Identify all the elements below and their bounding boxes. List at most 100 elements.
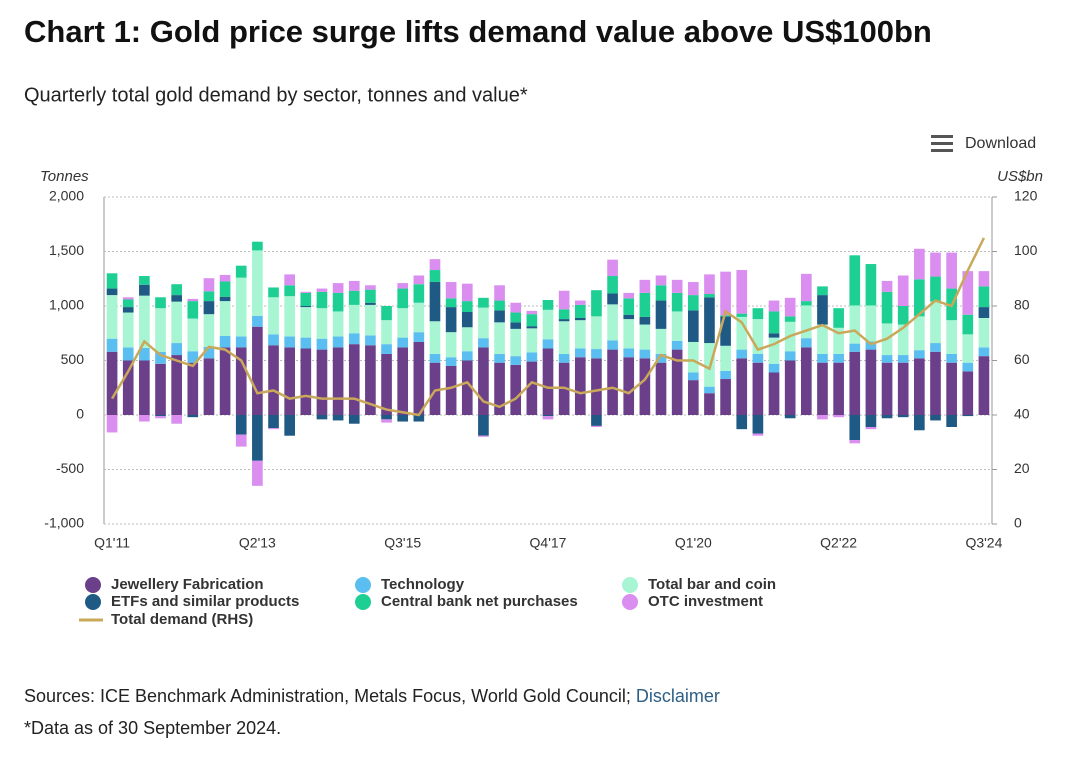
legend-label: ETFs and similar products bbox=[111, 593, 299, 610]
bar-segment bbox=[445, 282, 457, 299]
legend-swatch bbox=[85, 594, 101, 610]
bar-segment bbox=[574, 317, 586, 321]
x-tick-label: Q2'13 bbox=[239, 535, 276, 551]
bar-segment bbox=[187, 351, 199, 363]
y-tick-label: 0 bbox=[76, 406, 84, 422]
chart-title: Chart 1: Gold price surge lifts demand v… bbox=[24, 14, 932, 49]
bar-segment bbox=[720, 345, 731, 371]
bar-segment bbox=[591, 415, 602, 426]
bar-segment bbox=[106, 351, 118, 415]
sources-text: Sources: ICE Benchmark Administration, M… bbox=[24, 686, 631, 706]
bar-segment bbox=[300, 348, 312, 415]
bar-segment bbox=[365, 304, 376, 336]
bar-segment bbox=[962, 314, 974, 335]
bar-segment bbox=[881, 280, 893, 292]
bar-segment bbox=[849, 343, 861, 352]
bar-segment bbox=[203, 291, 215, 302]
bar-segment bbox=[300, 306, 312, 308]
bar-segment bbox=[381, 353, 392, 415]
bar-segment bbox=[284, 336, 296, 348]
y-tick-label: -500 bbox=[56, 460, 84, 476]
bar-segment bbox=[284, 285, 296, 297]
bar-segment bbox=[445, 357, 457, 366]
bar-segment bbox=[542, 348, 554, 415]
bar-segment bbox=[914, 358, 925, 415]
download-label[interactable]: Download bbox=[965, 135, 1036, 152]
bar-segment bbox=[768, 337, 780, 364]
bar-segment bbox=[300, 307, 312, 338]
bar-segment bbox=[413, 275, 425, 285]
total-line bbox=[110, 237, 986, 417]
bar-segment bbox=[736, 349, 748, 359]
bar-segment bbox=[558, 321, 570, 354]
y2-tick-label: 80 bbox=[1014, 297, 1030, 313]
bar-segment bbox=[736, 316, 748, 350]
bar-segment bbox=[235, 336, 247, 348]
legend-swatch bbox=[622, 577, 638, 593]
bar-segment bbox=[203, 314, 215, 347]
bar-segment bbox=[365, 345, 376, 415]
bar-segment bbox=[978, 317, 990, 348]
bar-segment bbox=[316, 288, 328, 292]
bar-segment bbox=[655, 285, 667, 301]
bar-segment bbox=[413, 302, 425, 333]
bar-segment bbox=[252, 415, 263, 461]
bar-segment bbox=[623, 348, 635, 358]
y2-tick-label: 20 bbox=[1014, 460, 1030, 476]
bar-segment bbox=[865, 341, 877, 350]
bar-segment bbox=[591, 349, 602, 359]
bar-segment bbox=[478, 297, 489, 308]
y-tick-label: -1,000 bbox=[44, 515, 84, 531]
bar-segment bbox=[478, 307, 489, 339]
bar-segment bbox=[558, 309, 570, 320]
bar-segment bbox=[478, 435, 489, 437]
disclaimer-link[interactable]: Disclaimer bbox=[636, 686, 720, 706]
bar-segment bbox=[655, 275, 667, 286]
bar-segment bbox=[445, 298, 457, 308]
bar-segment bbox=[494, 362, 505, 415]
bar-segment bbox=[800, 273, 812, 302]
bar-segment bbox=[607, 340, 618, 350]
bar-segment bbox=[300, 291, 312, 293]
bar-segment bbox=[203, 346, 215, 359]
bar-segment bbox=[639, 279, 651, 293]
bar-segment bbox=[623, 357, 635, 415]
bar-segment bbox=[817, 353, 828, 363]
bar-segment bbox=[348, 290, 360, 305]
bar-segment bbox=[526, 361, 538, 415]
bar-segment bbox=[155, 415, 166, 417]
bar-segment bbox=[348, 415, 360, 424]
bar-segment bbox=[542, 416, 554, 420]
bar-segment bbox=[187, 301, 199, 319]
bar-segment bbox=[897, 324, 909, 356]
bar-segment bbox=[897, 415, 909, 418]
bar-segment bbox=[510, 312, 522, 323]
bar-segment bbox=[235, 415, 247, 435]
bar-segment bbox=[639, 358, 651, 415]
y2-axis-label: US$bn bbox=[997, 168, 1043, 185]
bar-segment bbox=[219, 335, 231, 348]
bar-segment bbox=[591, 425, 602, 427]
bar-segment bbox=[365, 285, 376, 290]
bar-segment bbox=[139, 360, 150, 415]
bar-segment bbox=[122, 307, 134, 313]
bar-segment bbox=[736, 415, 748, 430]
bar-segment bbox=[574, 320, 586, 349]
bar-segment bbox=[978, 307, 990, 318]
bar-segment bbox=[542, 339, 554, 349]
bar-segment bbox=[639, 324, 651, 350]
bar-segment bbox=[752, 353, 764, 363]
bar-segment bbox=[478, 415, 489, 436]
bar-segment bbox=[381, 419, 392, 423]
legend-swatch bbox=[355, 594, 371, 610]
bar-segment bbox=[930, 415, 941, 421]
bar-segment bbox=[316, 415, 328, 420]
bar-segment bbox=[930, 276, 941, 302]
bar-segment bbox=[413, 415, 425, 422]
y-tick-label: 1,500 bbox=[49, 242, 84, 258]
download-button[interactable]: Download bbox=[931, 135, 1036, 152]
bar-segment bbox=[865, 349, 877, 415]
bar-segment bbox=[687, 372, 699, 381]
bar-segment bbox=[332, 347, 344, 415]
menu-icon bbox=[931, 149, 953, 152]
